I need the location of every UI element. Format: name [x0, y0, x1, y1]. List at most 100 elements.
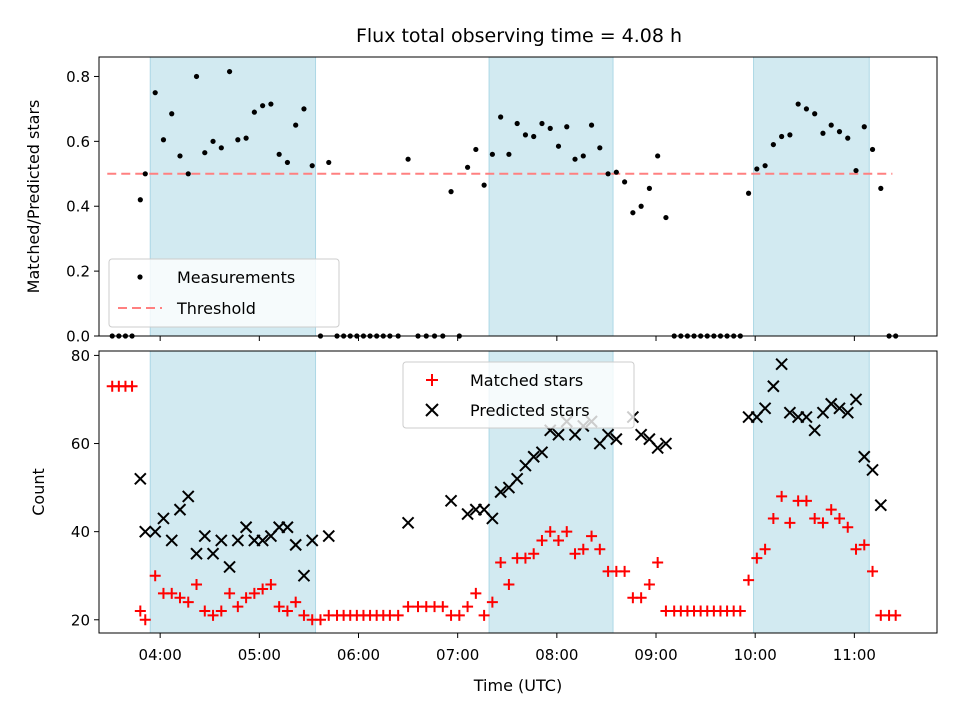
top-shaded-interval-2	[488, 56, 614, 337]
measurement-point-94	[845, 135, 851, 141]
predicted-star-point-6	[173, 503, 187, 516]
matched-star-point-68	[643, 579, 655, 591]
matched-star-point-48	[478, 609, 490, 621]
top-y-axis-label: Matched/Predicted stars	[24, 100, 43, 294]
matched-star-point-12	[191, 579, 203, 591]
top-y-tick-label-1: 0.0	[66, 328, 90, 346]
matched-star-point-11	[182, 596, 194, 608]
matched-star-point-59	[569, 548, 581, 560]
bottom-shaded-interval-1	[149, 350, 317, 634]
matched-star-point-27	[314, 614, 326, 626]
measurement-point-84	[762, 163, 768, 169]
top-x-ticks	[159, 336, 855, 341]
measurement-point-50	[498, 114, 504, 120]
matched-star-point-51	[503, 579, 515, 591]
measurement-point-8	[160, 137, 167, 143]
matched-star-point-96	[858, 539, 870, 551]
legend-measurements-marker	[137, 274, 143, 280]
measurement-point-60	[580, 153, 586, 159]
predicted-star-point-23	[322, 529, 335, 543]
predicted-star-point-14	[239, 521, 253, 534]
predicted-star-point-3	[148, 525, 162, 538]
x-tick-label-2: 05:00	[238, 646, 281, 664]
predicted-star-point-1	[134, 472, 147, 485]
measurement-point-66	[630, 210, 636, 216]
bottom-y-tick-label-1: 20	[71, 611, 90, 629]
x-tick-label-6: 09:00	[634, 646, 677, 664]
matched-star-point-58	[561, 526, 573, 538]
measurement-point-96	[861, 124, 867, 130]
measurement-point-82	[745, 190, 752, 196]
predicted-star-point-37	[552, 428, 565, 441]
matched-star-point-19	[248, 587, 260, 599]
measurement-point-88	[795, 101, 801, 107]
predicted-star-point-64	[858, 450, 871, 463]
predicted-star-point-66	[874, 499, 888, 512]
measurement-point-26	[309, 163, 315, 169]
matched-star-point-57	[552, 534, 564, 546]
measurement-point-15	[218, 145, 224, 151]
predicted-star-point-7	[182, 490, 195, 503]
matched-star-point-56	[544, 526, 556, 538]
measurement-point-97	[869, 146, 876, 153]
matched-star-point-49	[486, 596, 498, 608]
measurement-point-20	[260, 103, 266, 109]
predicted-stars-points	[134, 358, 888, 582]
matched-star-point-5	[134, 605, 146, 617]
matched-star-point-13	[199, 605, 211, 617]
matched-star-point-43	[437, 601, 449, 613]
measurement-point-18	[243, 135, 249, 141]
legend-matched-label: Matched stars	[470, 371, 583, 390]
matched-star-point-54	[528, 548, 540, 560]
matched-star-point-95	[850, 543, 862, 555]
predicted-star-point-12	[223, 560, 236, 574]
predicted-star-point-44	[610, 432, 623, 446]
measurement-point-87	[787, 132, 793, 138]
matched-star-point-55	[536, 534, 548, 546]
matched-star-point-23	[281, 605, 293, 617]
x-tick-label-8: 11:00	[833, 646, 876, 664]
measurement-point-25	[301, 106, 307, 112]
measurement-point-6	[142, 171, 148, 177]
matched-star-point-81	[734, 605, 746, 617]
predicted-star-point-65	[866, 463, 879, 477]
predicted-star-point-55	[783, 406, 797, 419]
measurement-point-54	[531, 133, 537, 140]
measurement-point-58	[564, 124, 570, 130]
measurement-point-14	[210, 138, 216, 144]
x-tick-label-7: 10:00	[734, 646, 777, 664]
matched-star-point-15	[215, 605, 227, 617]
measurement-point-53	[522, 132, 529, 138]
top-y-tick-label-5: 0.8	[66, 68, 90, 86]
matched-star-point-65	[619, 565, 631, 577]
matched-star-point-47	[470, 587, 482, 599]
measurement-point-49	[489, 151, 495, 157]
bottom-plot-frame	[98, 350, 938, 634]
measurement-point-59	[572, 156, 578, 162]
predicted-star-point-29	[486, 512, 499, 525]
predicted-star-point-34	[527, 450, 540, 463]
measurement-point-7	[152, 90, 158, 96]
predicted-star-point-54	[775, 358, 788, 371]
predicted-star-point-21	[297, 569, 311, 582]
measurement-point-46	[464, 164, 471, 170]
measurement-point-65	[622, 179, 628, 185]
matched-star-point-20	[257, 583, 269, 595]
bottom-shaded-interval-3	[753, 350, 870, 634]
measurement-point-23	[284, 159, 291, 166]
top-shaded-regions	[149, 56, 870, 337]
predicted-star-point-8	[190, 547, 203, 560]
measurement-point-28	[326, 159, 332, 166]
measurement-point-21	[268, 101, 274, 107]
top-y-tick-label-2: 0.2	[66, 263, 90, 281]
matched-star-point-85	[767, 512, 779, 524]
measurement-point-55	[539, 120, 545, 127]
matched-star-point-25	[298, 609, 310, 621]
measurement-point-70	[663, 214, 669, 221]
matched-star-point-18	[240, 592, 252, 604]
measurement-point-48	[481, 182, 487, 188]
measurement-point-93	[836, 129, 843, 135]
top-y-tick-label-4: 0.6	[66, 133, 90, 151]
predicted-star-point-16	[256, 534, 269, 547]
predicted-star-point-43	[601, 428, 615, 441]
